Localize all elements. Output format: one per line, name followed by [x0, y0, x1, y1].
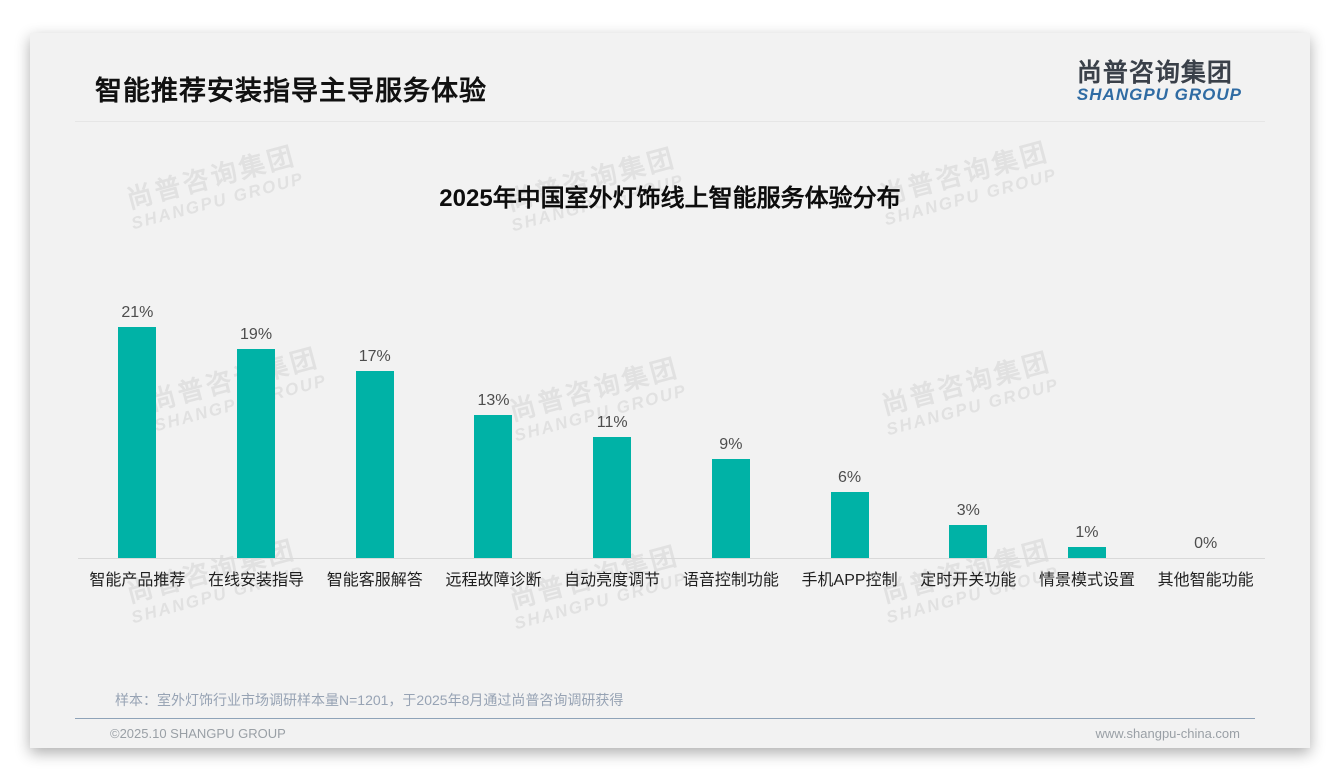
bar-value-label: 0%: [1194, 534, 1218, 552]
bar-value-label: 17%: [358, 347, 391, 365]
bar: [474, 414, 513, 558]
bar-value-label: 6%: [838, 468, 862, 486]
bar: [711, 458, 750, 558]
bar-column: 6%: [790, 468, 909, 558]
bar: [237, 348, 276, 558]
bar-column: 21%: [78, 303, 197, 558]
bar-value-label: 13%: [477, 391, 510, 409]
bar: [593, 436, 632, 558]
bar-column: 13%: [434, 391, 553, 558]
bar-column: 9%: [672, 435, 791, 558]
bar-column: 1%: [1028, 523, 1147, 558]
bar-chart: 21% 19% 17% 13% 11% 9% 6% 3% 1% 0% 智能产品推荐 在线安装指导 智能…: [78, 289, 1265, 590]
bar-column: 3%: [909, 501, 1028, 558]
category-label: 语音控制功能: [682, 571, 779, 589]
header-divider: [75, 120, 1265, 122]
bar-value-label: 9%: [719, 435, 743, 453]
chart-plot-area: 21% 19% 17% 13% 11% 9% 6% 3% 1% 0%: [78, 289, 1265, 559]
footer-divider: [75, 718, 1255, 720]
bar-column: 17%: [315, 347, 434, 558]
bar-value-label: 19%: [240, 325, 273, 343]
category-label: 在线安装指导: [208, 571, 305, 589]
chart-title: 2025年中国室外灯饰线上智能服务体验分布: [439, 184, 901, 212]
page-title: 智能推荐安装指导主导服务体验: [95, 76, 487, 106]
category-label: 定时开关功能: [920, 571, 1017, 589]
bar-value-label: 21%: [121, 303, 154, 321]
bar: [830, 491, 869, 558]
category-label: 情景模式设置: [1038, 571, 1135, 589]
report-slide: 尚普咨询集团 SHANGPU GROUP 尚普咨询集团 SHANGPU GROUP 尚普…: [30, 33, 1310, 748]
category-label: 智能产品推荐: [89, 571, 186, 589]
bar: [118, 326, 157, 558]
category-label: 自动亮度调节: [564, 571, 661, 589]
bar-column: 19%: [197, 325, 316, 558]
slide-footer: ©2025.10 SHANGPU GROUP www.shangpu-china…: [110, 726, 1240, 741]
copyright-text: ©2025.10 SHANGPU GROUP: [110, 726, 286, 742]
category-label: 远程故障诊断: [445, 571, 542, 589]
bar-value-label: 11%: [596, 413, 628, 431]
chart-category-axis: 智能产品推荐 在线安装指导 智能客服解答 远程故障诊断 自动亮度调节 语音控制功能 手机AP…: [78, 572, 1265, 590]
bar: [355, 370, 394, 558]
sample-note: 样本：室外灯饰行业市场调研样本量N=1201，于2025年8月通过尚普咨询调研获…: [115, 692, 624, 709]
category-label: 手机APP控制: [801, 571, 898, 589]
logo-chinese-text: 尚普咨询集团: [1076, 59, 1233, 87]
bar: [949, 524, 988, 558]
bar-column: 0%: [1146, 534, 1265, 558]
logo-english-text: SHANGPU GROUP: [1076, 85, 1242, 105]
bar: [1067, 546, 1106, 558]
category-label: 智能客服解答: [326, 571, 423, 589]
bar-value-label: 3%: [956, 501, 980, 519]
bar-column: 11%: [553, 413, 672, 558]
bar-value-label: 1%: [1075, 523, 1099, 541]
category-label: 其他智能功能: [1157, 571, 1254, 589]
company-logo: 尚普咨询集团 SHANGPU GROUP: [1077, 60, 1242, 104]
website-url: www.shangpu-china.com: [1095, 726, 1240, 742]
